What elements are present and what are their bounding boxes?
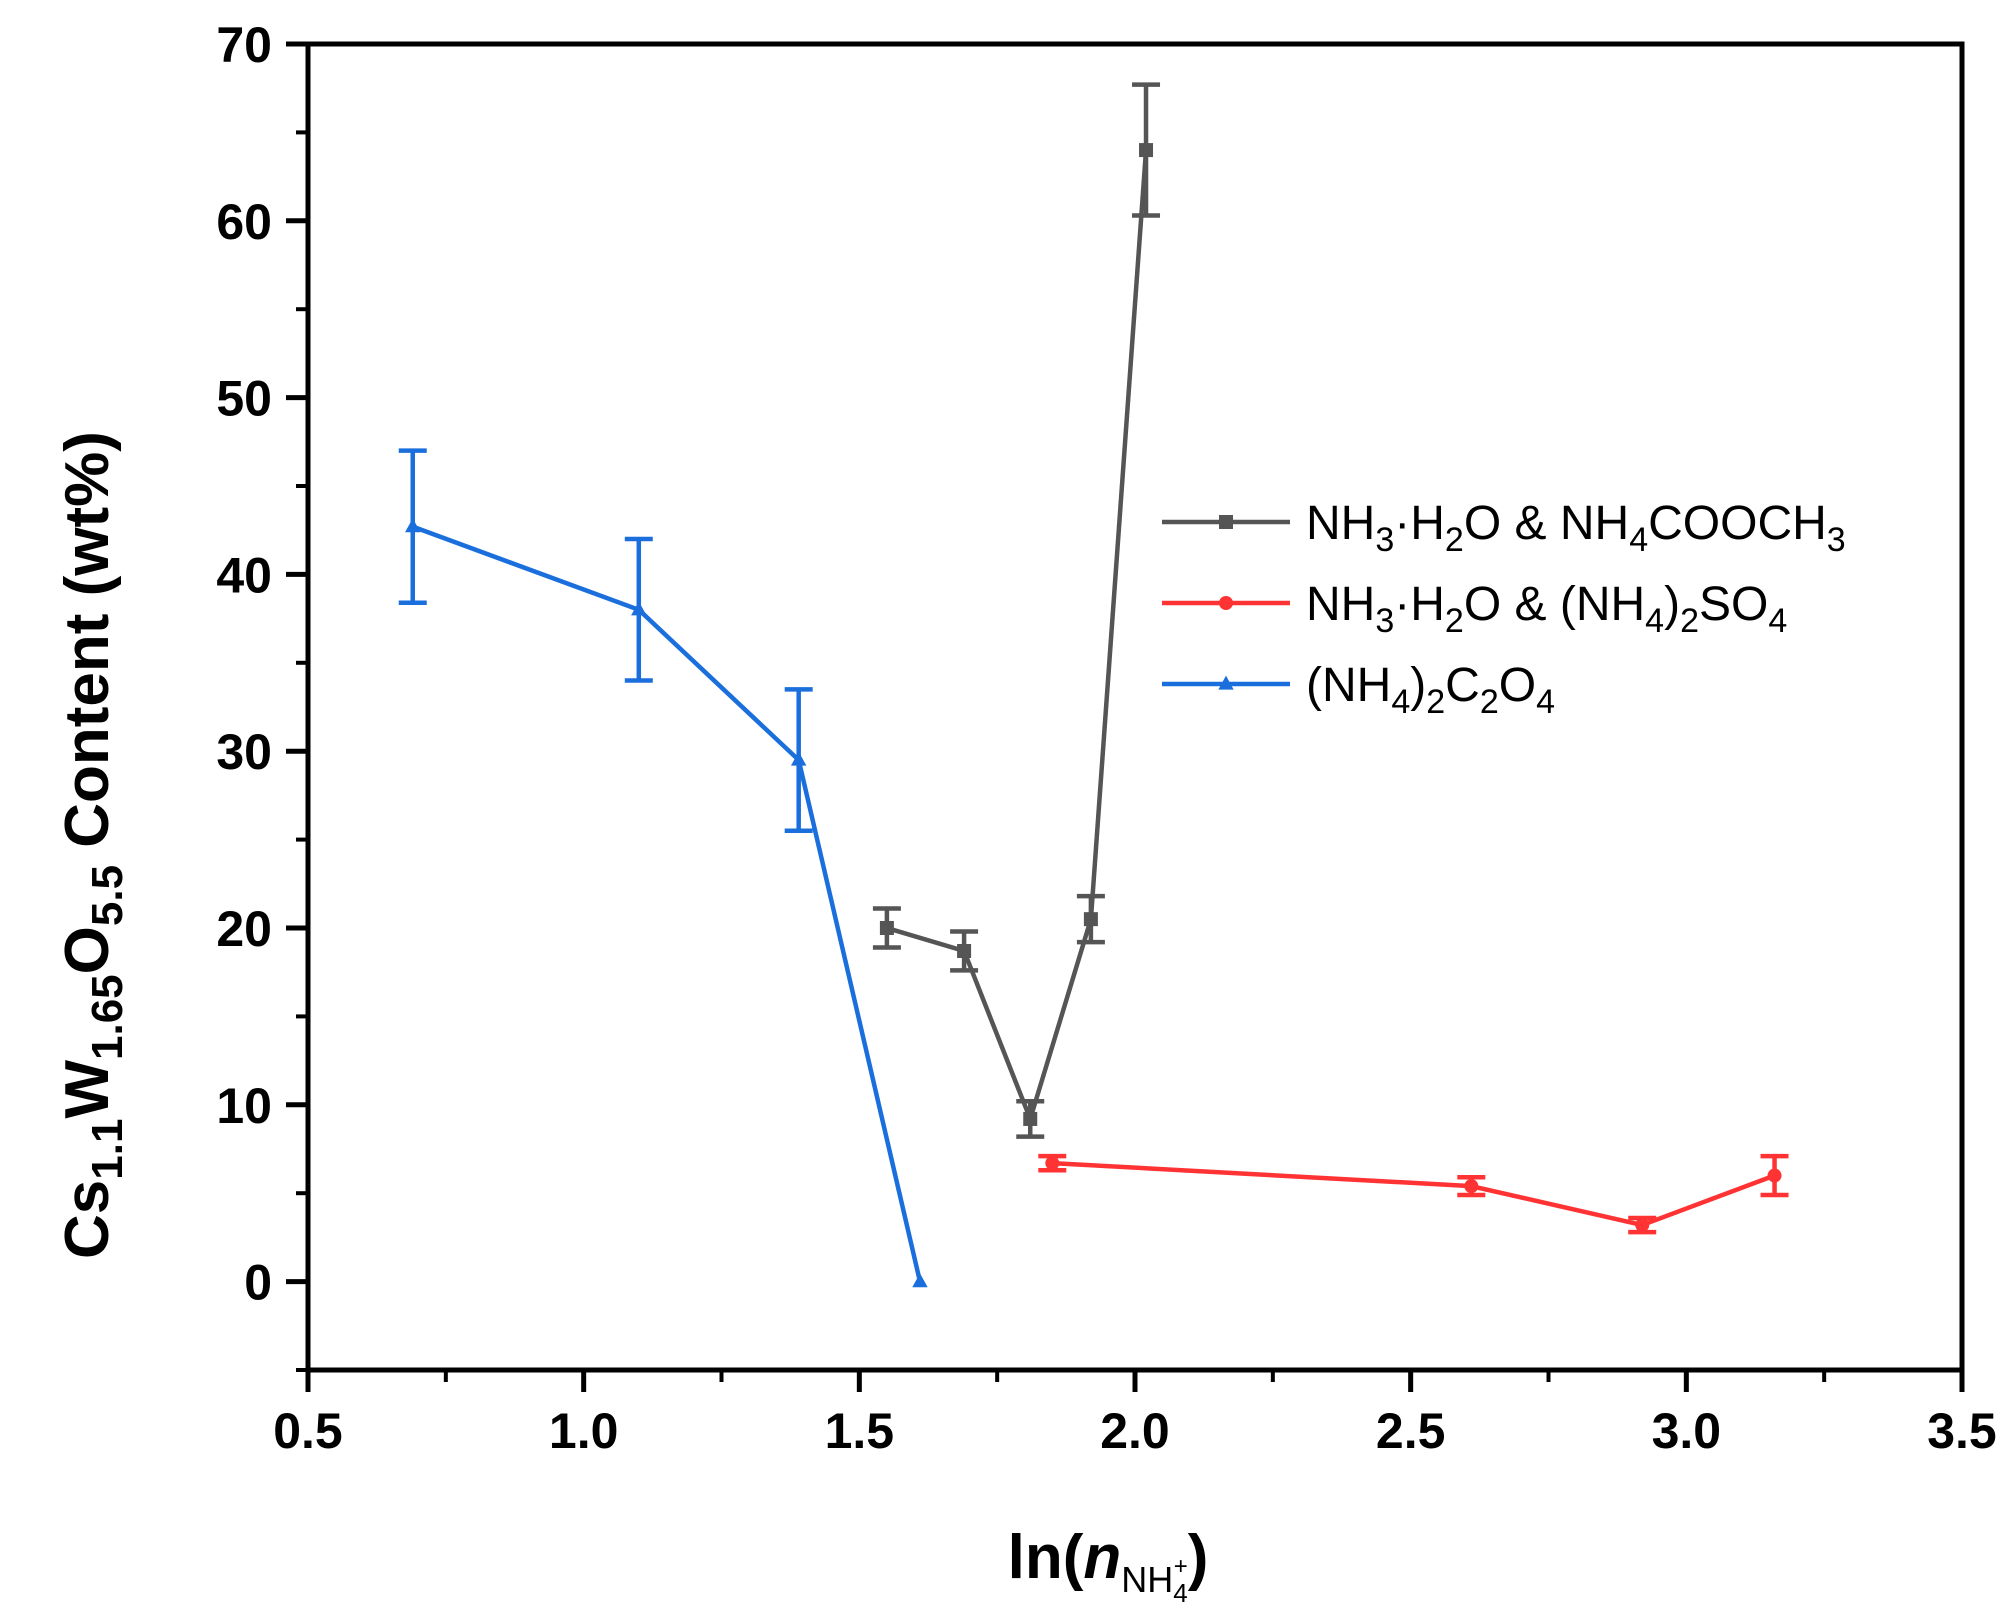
x-tick-label: 2.0 (1100, 1403, 1170, 1459)
data-point (405, 518, 421, 533)
legend-item: NH3·H2O & NH4COOCH3 (1162, 497, 1846, 559)
y-tick-label: 0 (244, 1255, 272, 1311)
x-tick-label: 3.0 (1652, 1403, 1722, 1459)
x-tick-label: 1.0 (549, 1403, 619, 1459)
data-point (912, 1273, 928, 1288)
data-point (790, 751, 807, 766)
series-1 (872, 82, 1161, 1139)
legend-item: NH3·H2O & (NH4)2SO4 (1162, 578, 1787, 640)
legend-label: NH3·H2O & (NH4)2SO4 (1306, 578, 1787, 640)
data-point (1635, 1218, 1650, 1233)
data-point (1218, 675, 1234, 690)
data-point (1219, 515, 1233, 529)
series-3 (398, 448, 928, 1288)
series-line (411, 524, 923, 1283)
axes-frame (305, 41, 1965, 1373)
x-tick-label: 2.5 (1376, 1403, 1446, 1459)
plot-area (398, 82, 1789, 1288)
axes-box (305, 41, 1965, 1373)
series-2 (1038, 1153, 1789, 1235)
data-point (1023, 1111, 1038, 1126)
y-tick-label: 10 (216, 1078, 272, 1134)
y-tick-label: 60 (216, 194, 272, 250)
x-axis-ticks: 0.5 1.0 1.5 2.0 2.5 3.0 3.5 (273, 1370, 1997, 1459)
series-line (886, 149, 1149, 1126)
legend-item: (NH4)2C2O4 (1162, 659, 1555, 721)
data-point (1083, 912, 1098, 927)
x-axis-title: ln(nNH4+) (1008, 1523, 1209, 1608)
x-tick-label: 1.5 (825, 1403, 895, 1459)
data-point (879, 921, 894, 935)
series-line (1052, 1160, 1776, 1228)
data-point (957, 943, 972, 958)
y-axis-title: Cs1.1W1.65O5.5 Content (wt%) (53, 431, 132, 1259)
y-tick-label: 50 (216, 371, 272, 427)
y-tick-label: 30 (216, 724, 272, 780)
data-point (631, 601, 647, 616)
y-tick-label: 20 (216, 901, 272, 957)
data-point (1464, 1179, 1479, 1194)
x-tick-label: 3.5 (1927, 1403, 1997, 1459)
legend-label: (NH4)2C2O4 (1306, 659, 1555, 721)
legend: NH3·H2O & NH4COOCH3 NH3·H2O & (NH4)2SO4 (N… (1162, 497, 1846, 721)
data-point (1139, 143, 1154, 158)
data-point (1767, 1168, 1782, 1183)
legend-label: NH3·H2O & NH4COOCH3 (1306, 497, 1846, 559)
x-tick-label: 0.5 (273, 1403, 343, 1459)
y-tick-label: 70 (216, 17, 272, 73)
y-axis-ticks: 0 10 20 30 40 50 60 70 (216, 17, 308, 1372)
data-point (1219, 596, 1233, 610)
data-point (1045, 1156, 1060, 1171)
y-tick-label: 40 (216, 547, 272, 603)
